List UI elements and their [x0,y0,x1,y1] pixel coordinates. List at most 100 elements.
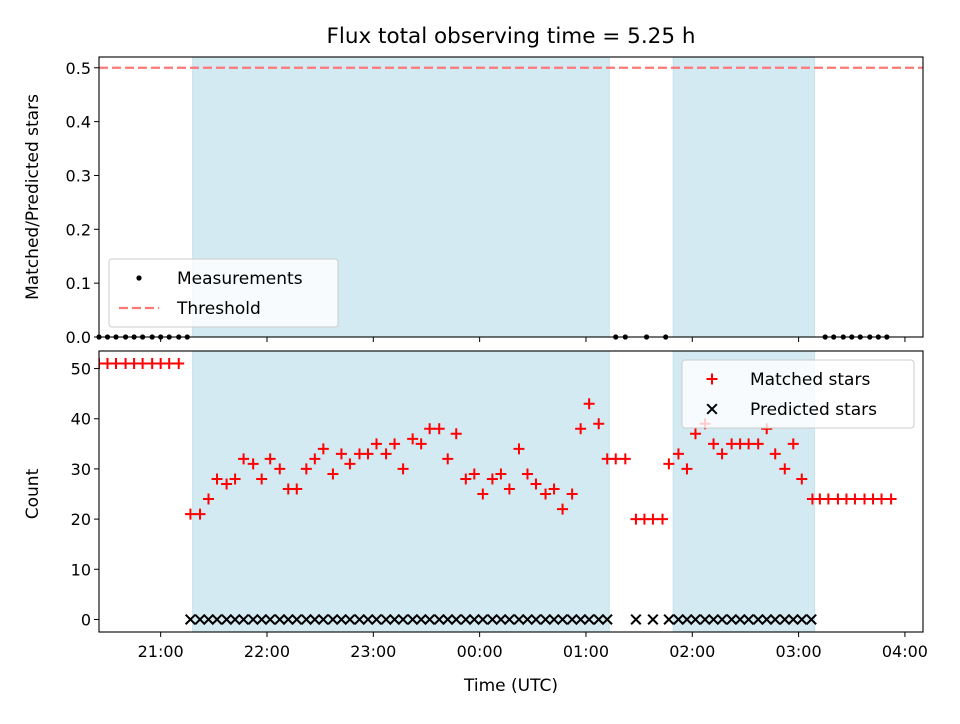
top-y-tick-label: 0.4 [66,113,91,132]
top-shaded-interval-2 [672,56,816,338]
x-tick-label: 21:00 [138,642,184,661]
matched-stars-point [173,358,185,370]
predicted-stars-point [370,613,383,625]
predicted-stars-point [566,613,578,625]
matched-stars-point [647,513,659,525]
matched-stars-point [194,508,206,520]
x-tick-label: 04:00 [882,642,928,661]
matched-stars-point [397,463,409,475]
matched-stars-point [460,473,472,485]
matched-stars-point [274,463,286,475]
matched-stars-point [247,458,259,470]
predicted-stars-point [734,613,746,625]
matched-stars-point [221,478,233,490]
matched-stars-point [415,438,427,450]
matched-stars-point [184,508,196,520]
predicted-stars-point [708,613,720,625]
predicted-stars-point [761,613,773,625]
predicted-stars-point [503,613,515,625]
predicted-stars-point [779,613,791,625]
top-legend-box [108,258,339,328]
predicted-stars-point [238,613,250,625]
predicted-stars-point [495,613,507,625]
predicted-stars-point [689,613,701,625]
predicted-stars-point [583,613,595,625]
matched-stars-point [743,438,755,450]
matched-stars-point [540,488,552,500]
matched-stars-point [477,488,489,500]
matched-stars-point [503,483,515,495]
x-tick-label: 00:00 [457,642,503,661]
matched-stars-point [300,463,312,475]
predicted-stars-point [247,613,259,625]
predicted-stars-point [699,613,711,625]
predicted-stars-point [601,613,613,625]
legend-threshold-label: Threshold [176,299,261,319]
x-axis-label: Time (UTC) [463,676,558,696]
predicted-stars-point [211,613,223,625]
bottom-legend-box [681,359,915,429]
matched-stars-point [885,493,897,505]
bottom-axes-frame [98,350,924,633]
predicted-stars-point [362,613,374,625]
matched-stars-point [317,443,329,455]
matched-stars-point [327,468,339,480]
matched-stars-point [110,358,122,370]
predicted-stars-point [335,613,347,625]
matched-stars-point [752,438,764,450]
predicted-stars-point [264,613,276,625]
matched-stars-point [264,453,276,465]
predicted-stars-point [486,613,498,625]
matched-stars-point [593,418,605,430]
predicted-stars-point [300,613,312,625]
predicted-stars-point [575,613,587,625]
predicted-stars-point [221,613,233,625]
top-y-tick-label: 0.3 [66,166,91,185]
bottom-y-tick-label: 10 [71,560,91,579]
matched-stars-point [442,453,454,465]
matched-stars-point [663,458,675,470]
predicted-stars-point [787,613,799,625]
bottom-y-tick-label: 40 [71,410,91,429]
top-y-tick-label: 0.1 [66,274,91,293]
matched-stars-point [163,358,175,370]
matched-stars-point [344,458,356,470]
predicted-stars-point [203,613,215,625]
legend-measurements-label: Measurements [177,269,303,289]
predicted-stars-point [521,613,533,625]
matched-stars-point [309,453,321,465]
matched-stars-point [450,428,462,440]
predicted-stars-point [353,613,365,625]
top-axes-frame [98,56,924,338]
predicted-stars-point [194,613,206,625]
predicted-stars-point [663,613,675,625]
matched-stars-point [849,493,861,505]
x-tick-label: 01:00 [563,642,609,661]
bottom-y-axis-label: Count [23,468,43,519]
matched-stars-point [256,473,268,485]
matched-stars-point [689,428,701,440]
matched-stars-point [389,438,401,450]
predicted-stars-point [769,613,781,625]
matched-stars-point [876,493,888,505]
matched-stars-point [672,448,684,460]
predicted-stars-point [540,613,552,625]
bottom-y-tick-label: 0 [81,610,91,629]
predicted-stars-point [450,613,462,625]
matched-stars-point [822,493,834,505]
matched-stars-point [335,448,347,460]
predicted-stars-point [415,613,427,625]
predicted-stars-point [433,613,445,625]
predicted-stars-point [256,613,268,625]
predicted-stars-point [380,613,392,625]
x-tick-label: 02:00 [669,642,715,661]
legend-predicted-stars-label: Predicted stars [750,400,877,420]
matched-stars-point [769,448,781,460]
predicted-stars-point [681,613,693,625]
matched-stars-point [530,478,542,490]
x-tick-label: 22:00 [244,642,290,661]
matched-stars-point [407,433,419,445]
predicted-stars-point [548,613,560,625]
predicted-stars-point [274,613,286,625]
